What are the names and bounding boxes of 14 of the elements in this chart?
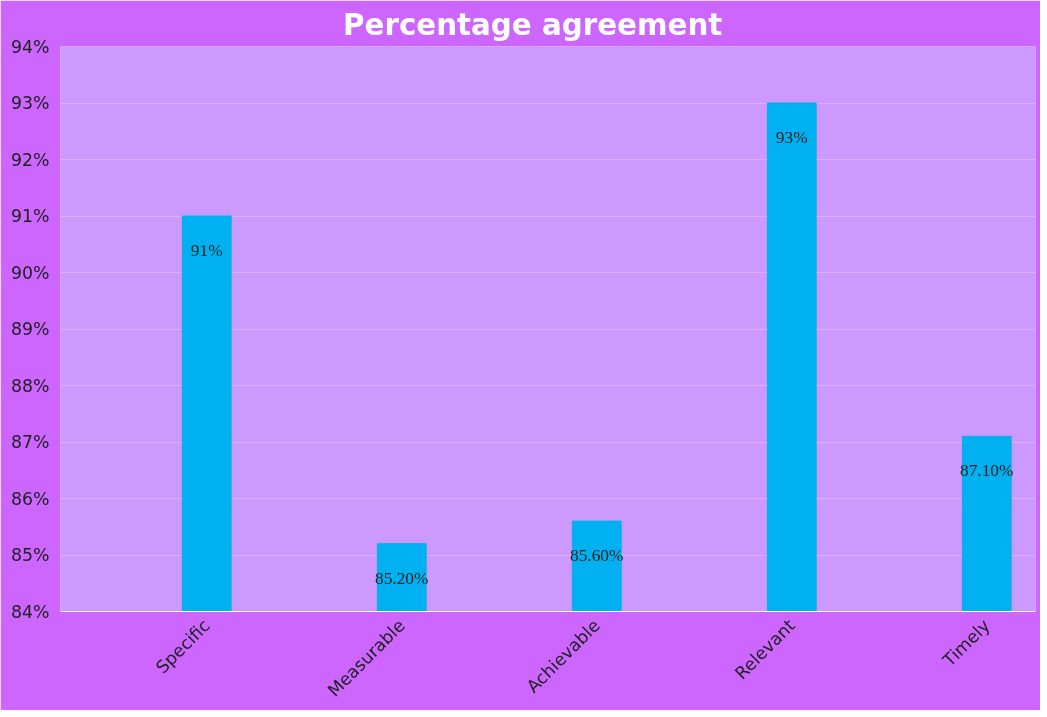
data-label: 91%: [190, 241, 223, 260]
y-tick-label: 90%: [10, 262, 50, 283]
y-tick-label: 86%: [10, 488, 50, 509]
y-tick-label: 85%: [10, 545, 50, 565]
data-label: 93%: [775, 128, 808, 147]
y-tick-label: 88%: [10, 375, 50, 396]
y-tick-label: 89%: [10, 319, 50, 339]
y-tick-label: 84%: [10, 601, 50, 622]
y-tick-label: 91%: [10, 206, 50, 226]
chart-title: Percentage agreement: [343, 7, 723, 42]
y-tick-label: 93%: [10, 93, 50, 113]
y-tick-label: 92%: [10, 149, 50, 170]
y-tick-label: 87%: [10, 432, 50, 452]
y-tick-label: 94%: [10, 36, 50, 57]
